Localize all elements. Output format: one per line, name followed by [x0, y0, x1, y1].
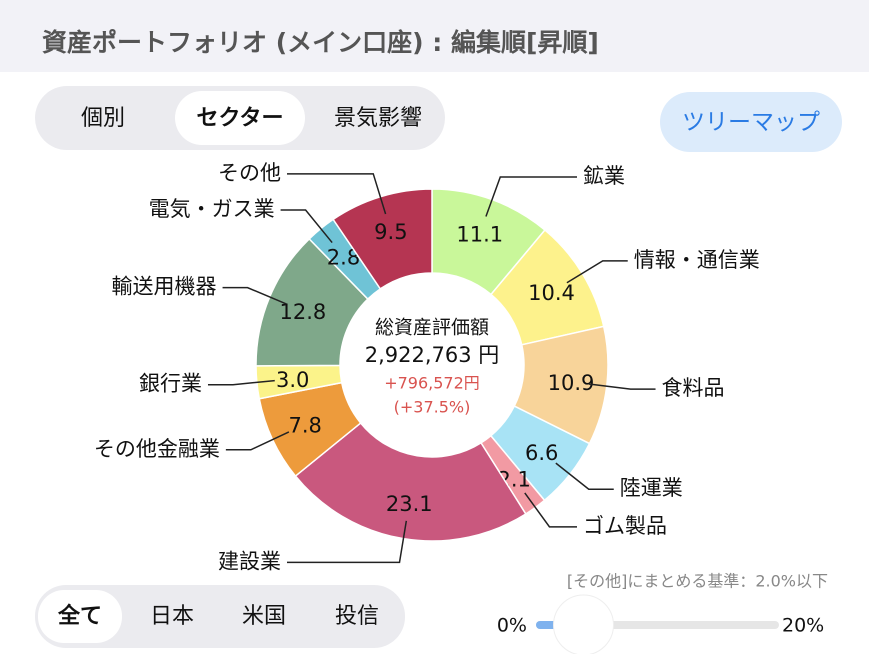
leader-line — [280, 209, 333, 244]
value-label: 10.4 — [528, 281, 575, 305]
header-title: 資産ポートフォリオ (メイン口座) : 編集順[昇順] — [42, 28, 599, 57]
region-tab[interactable]: 全て — [57, 603, 102, 629]
category-label: 鉱業 — [583, 164, 625, 188]
value-label: 7.8 — [289, 413, 322, 437]
category-label: 銀行業 — [139, 372, 202, 396]
value-label: 9.5 — [374, 220, 407, 244]
category-label: 電気・ガス業 — [149, 197, 275, 221]
center-gain: +796,572円 — [384, 374, 480, 393]
view-tab[interactable]: 景気影響 — [334, 106, 422, 131]
view-tab[interactable]: 個別 — [81, 106, 125, 131]
tab-selected[interactable] — [38, 590, 122, 643]
category-label: 食料品 — [662, 376, 725, 400]
header-bar — [0, 0, 869, 72]
category-label: その他金融業 — [94, 437, 220, 461]
leader-line — [524, 492, 577, 528]
leader-line — [207, 379, 275, 386]
category-label: その他 — [218, 161, 281, 185]
category-label: 輸送用機器 — [112, 275, 217, 299]
threshold-note: [その他]にまとめる基準：2.0%以下 — [567, 572, 828, 591]
center-gain-pct: (+37.5%) — [394, 398, 471, 417]
leader-line — [555, 462, 614, 490]
view-tab[interactable]: セクター — [196, 106, 283, 131]
treemap-label[interactable]: ツリーマップ — [682, 110, 820, 136]
slider-thumb[interactable] — [553, 594, 614, 654]
inner-hole — [352, 285, 512, 445]
center-label: 総資産評価額 — [375, 317, 489, 339]
region-tab[interactable]: 日本 — [150, 604, 194, 629]
tab-selected[interactable] — [175, 91, 305, 145]
slider-max: 20% — [782, 615, 824, 637]
category-label: 建設業 — [218, 549, 281, 573]
region-tab[interactable]: 米国 — [242, 604, 286, 629]
center-total: 2,922,763 円 — [365, 343, 500, 367]
value-label: 6.6 — [525, 441, 558, 465]
value-label: 23.1 — [386, 492, 433, 516]
category-label: ゴム製品 — [583, 514, 667, 538]
region-tabs — [35, 585, 405, 648]
category-label: 情報・通信業 — [634, 248, 760, 272]
category-label: 陸運業 — [620, 476, 683, 500]
leader-line — [287, 520, 408, 564]
slider-min: 0% — [497, 615, 527, 637]
leader-line — [225, 431, 290, 451]
value-label: 11.1 — [456, 222, 503, 246]
leader-line — [485, 176, 577, 217]
leader-line — [566, 260, 628, 284]
value-label: 12.8 — [280, 300, 327, 324]
value-label: 3.0 — [276, 368, 309, 392]
region-tab[interactable]: 投信 — [335, 604, 379, 629]
leader-line — [588, 383, 656, 390]
treemap-button[interactable] — [660, 92, 842, 152]
leader-line — [287, 173, 387, 215]
leader-line — [222, 286, 287, 305]
value-label: 10.9 — [548, 371, 595, 395]
